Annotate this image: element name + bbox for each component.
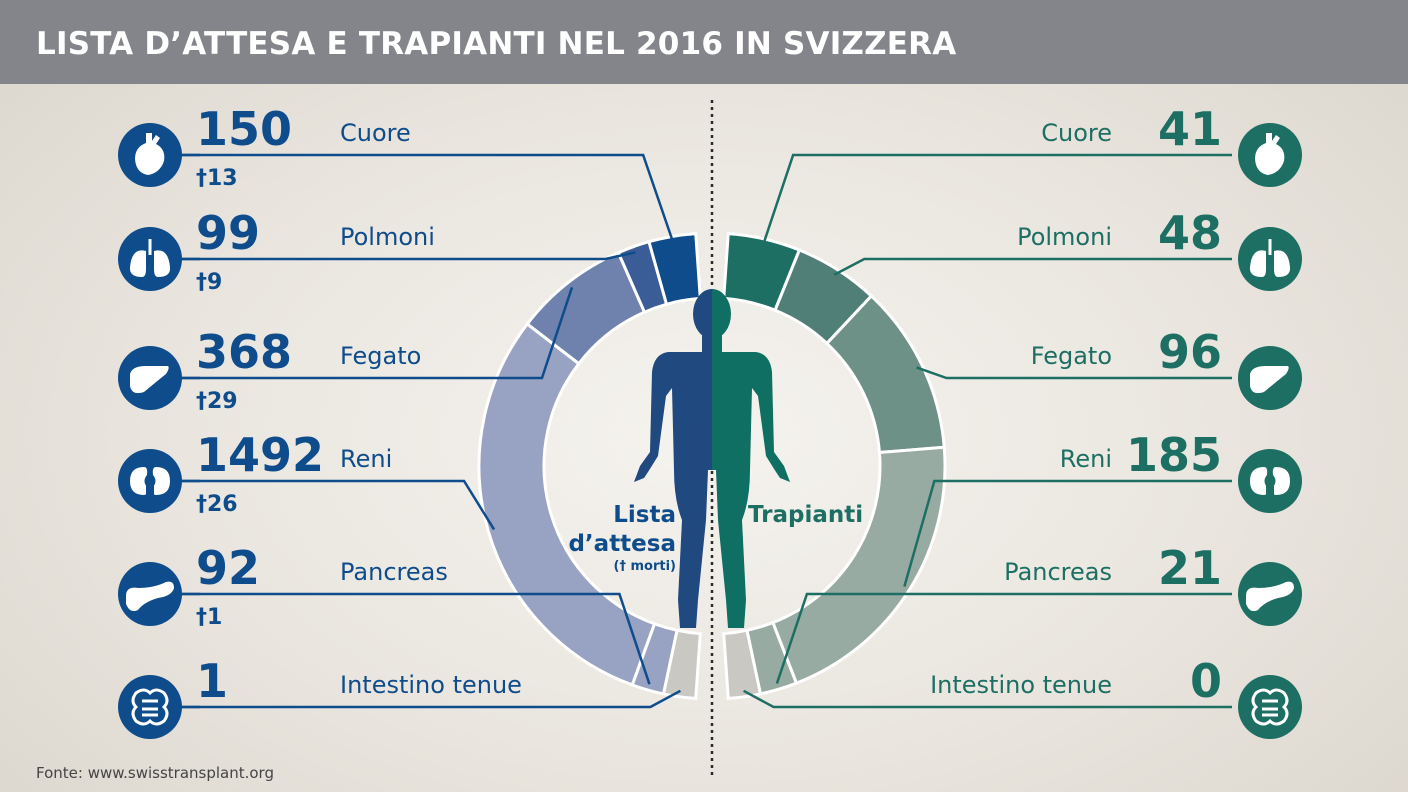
category-label-right-fegato: Fegato <box>1031 342 1112 370</box>
leader-line-right-pancreas <box>775 592 1232 684</box>
leader-line-right-reni <box>903 479 1232 587</box>
liver-icon <box>118 346 182 410</box>
leader-line-left-polmoni <box>180 251 636 261</box>
category-label-right-polmoni: Polmoni <box>1017 223 1112 251</box>
leader-line-left-cuore <box>180 153 675 243</box>
leader-lines <box>180 153 1232 709</box>
waitlist-value-reni: 1492 <box>196 428 324 482</box>
waitlist-value-pancreas: 92 <box>196 541 260 595</box>
leader-line-left-fegato <box>180 286 574 380</box>
waitlist-deaths-polmoni: †9 <box>196 270 222 295</box>
liver-icon <box>1238 346 1302 410</box>
donut-segment-right-intestino-tenue <box>722 628 763 701</box>
lungs-icon <box>1238 227 1302 291</box>
kidneys-icon <box>1238 449 1302 513</box>
waitlist-label-line1: Lista <box>613 502 676 528</box>
kidneys-icon <box>118 449 182 513</box>
category-label-right-intestino-tenue: Intestino tenue <box>930 671 1112 699</box>
category-label-left-intestino-tenue: Intestino tenue <box>340 671 522 699</box>
source-note: Fonte: www.swisstransplant.org <box>36 764 274 782</box>
heart-icon <box>118 123 182 187</box>
leader-line-right-polmoni <box>833 257 1232 276</box>
waitlist-deaths-pancreas: †1 <box>196 605 222 630</box>
waitlist-value-polmoni: 99 <box>196 206 260 260</box>
leader-line-right-cuore <box>761 153 1232 246</box>
leader-line-left-intestino-tenue <box>180 689 682 709</box>
waitlist-value-cuore: 150 <box>196 102 292 156</box>
donut-segment-left-intestino-tenue <box>661 628 702 701</box>
center-labels: Lista d’attesa († morti) Trapianti <box>568 502 863 574</box>
transplant-value-pancreas: 21 <box>1158 541 1222 595</box>
category-label-left-fegato: Fegato <box>340 342 421 370</box>
transplant-value-polmoni: 48 <box>1158 206 1222 260</box>
transplant-label: Trapianti <box>748 502 863 528</box>
waitlist-label-line2: d’attesa <box>568 531 676 557</box>
waitlist-deaths-reni: †26 <box>196 492 238 517</box>
category-label-right-reni: Reni <box>1060 445 1112 473</box>
category-label-left-polmoni: Polmoni <box>340 223 435 251</box>
leader-line-right-fegato <box>916 366 1232 380</box>
waitlist-deaths-fegato: †29 <box>196 389 238 414</box>
donut-segment-right-reni <box>770 445 947 686</box>
transplant-value-cuore: 41 <box>1158 102 1222 156</box>
organ-rows: 150 †13 Cuore 41 Cuore 99 †9 Polmoni 48 Polmoni 36… <box>118 102 1302 739</box>
category-label-left-reni: Reni <box>340 445 392 473</box>
category-label-left-cuore: Cuore <box>340 119 411 147</box>
category-label-right-cuore: Cuore <box>1041 119 1112 147</box>
transplant-value-fegato: 96 <box>1158 325 1222 379</box>
waitlist-label-note: († morti) <box>614 559 676 574</box>
waitlist-value-intestino-tenue: 1 <box>196 654 228 708</box>
waitlist-value-fegato: 368 <box>196 325 292 379</box>
pancreas-icon <box>1238 562 1302 626</box>
category-label-left-pancreas: Pancreas <box>340 558 448 586</box>
intestine-icon <box>118 675 182 739</box>
lungs-icon <box>118 227 182 291</box>
intestine-icon <box>1238 675 1302 739</box>
heart-icon <box>1238 123 1302 187</box>
transplant-value-reni: 185 <box>1126 428 1222 482</box>
chart-title: LISTA D’ATTESA E TRAPIANTI NEL 2016 IN S… <box>36 26 957 62</box>
leader-line-right-intestino-tenue <box>742 689 1232 709</box>
leader-line-left-pancreas <box>180 592 651 685</box>
title-bar: LISTA D’ATTESA E TRAPIANTI NEL 2016 IN S… <box>0 0 1408 84</box>
leader-line-left-reni <box>180 479 496 531</box>
waitlist-deaths-cuore: †13 <box>196 166 238 191</box>
pancreas-icon <box>118 562 182 626</box>
category-label-right-pancreas: Pancreas <box>1004 558 1112 586</box>
transplant-value-intestino-tenue: 0 <box>1190 654 1222 708</box>
